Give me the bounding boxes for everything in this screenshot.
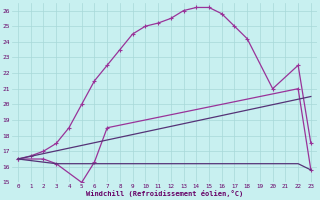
X-axis label: Windchill (Refroidissement éolien,°C): Windchill (Refroidissement éolien,°C) bbox=[86, 190, 243, 197]
